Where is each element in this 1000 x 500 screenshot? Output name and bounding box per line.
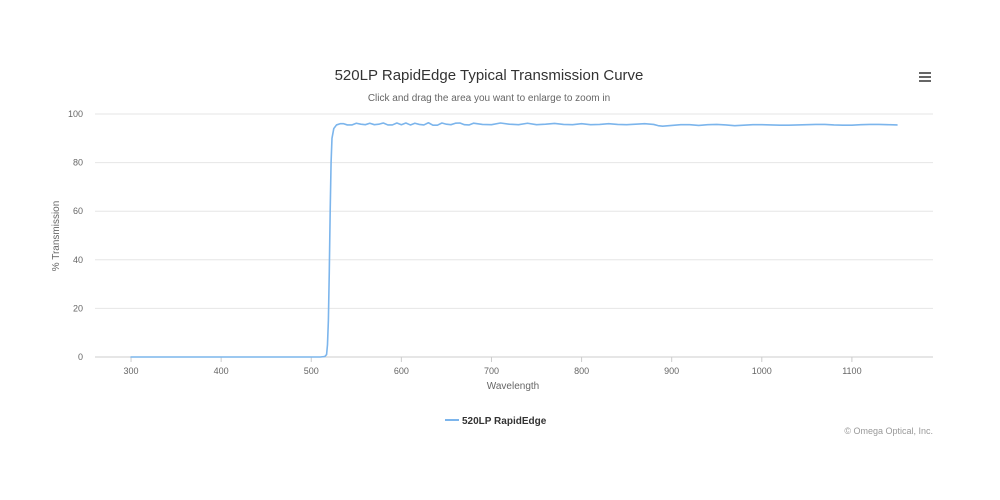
chart-menu-button[interactable]	[912, 66, 938, 88]
chart-subtitle: Click and drag the area you want to enla…	[368, 93, 610, 104]
hamburger-menu-icon[interactable]	[919, 72, 931, 82]
x-tick-label: 600	[394, 366, 409, 376]
x-axis: 300 400 500 600 700 800 900 1000 1100	[124, 357, 862, 376]
legend[interactable]: 520LP RapidEdge	[445, 416, 547, 427]
x-tick-label: 500	[304, 366, 319, 376]
y-tick-label: 80	[73, 158, 83, 168]
x-axis-title: Wavelength	[487, 381, 539, 392]
x-tick-label: 700	[484, 366, 499, 376]
y-tick-label: 100	[68, 109, 83, 119]
x-tick-label: 400	[214, 366, 229, 376]
hamburger-menu-icon-line-bottom	[919, 80, 931, 82]
x-tick-label: 1100	[842, 366, 861, 376]
x-tick-label: 800	[574, 366, 589, 376]
y-tick-label: 60	[73, 206, 83, 216]
series-line-520lp-rapidedge[interactable]	[130, 121, 898, 358]
y-grid-lines	[95, 113, 933, 358]
y-tick-label: 20	[73, 303, 83, 313]
hamburger-menu-icon-line-middle	[919, 76, 931, 78]
chart-credits[interactable]: © Omega Optical, Inc.	[844, 426, 933, 436]
hamburger-menu-icon-line-top	[919, 72, 931, 74]
legend-item-520lp-rapidedge[interactable]: 520LP RapidEdge	[462, 416, 547, 427]
y-tick-label: 40	[73, 255, 83, 265]
x-tick-label: 900	[664, 366, 679, 376]
y-axis: 0 20 40 60 80 100	[68, 109, 83, 362]
chart-title: 520LP RapidEdge Typical Transmission Cur…	[335, 67, 644, 84]
y-axis-title: % Transmission	[51, 201, 62, 272]
x-tick-label: 300	[124, 366, 139, 376]
y-tick-label: 0	[78, 352, 83, 362]
x-tick-label: 1000	[752, 366, 772, 376]
plot-area[interactable]	[130, 121, 898, 358]
